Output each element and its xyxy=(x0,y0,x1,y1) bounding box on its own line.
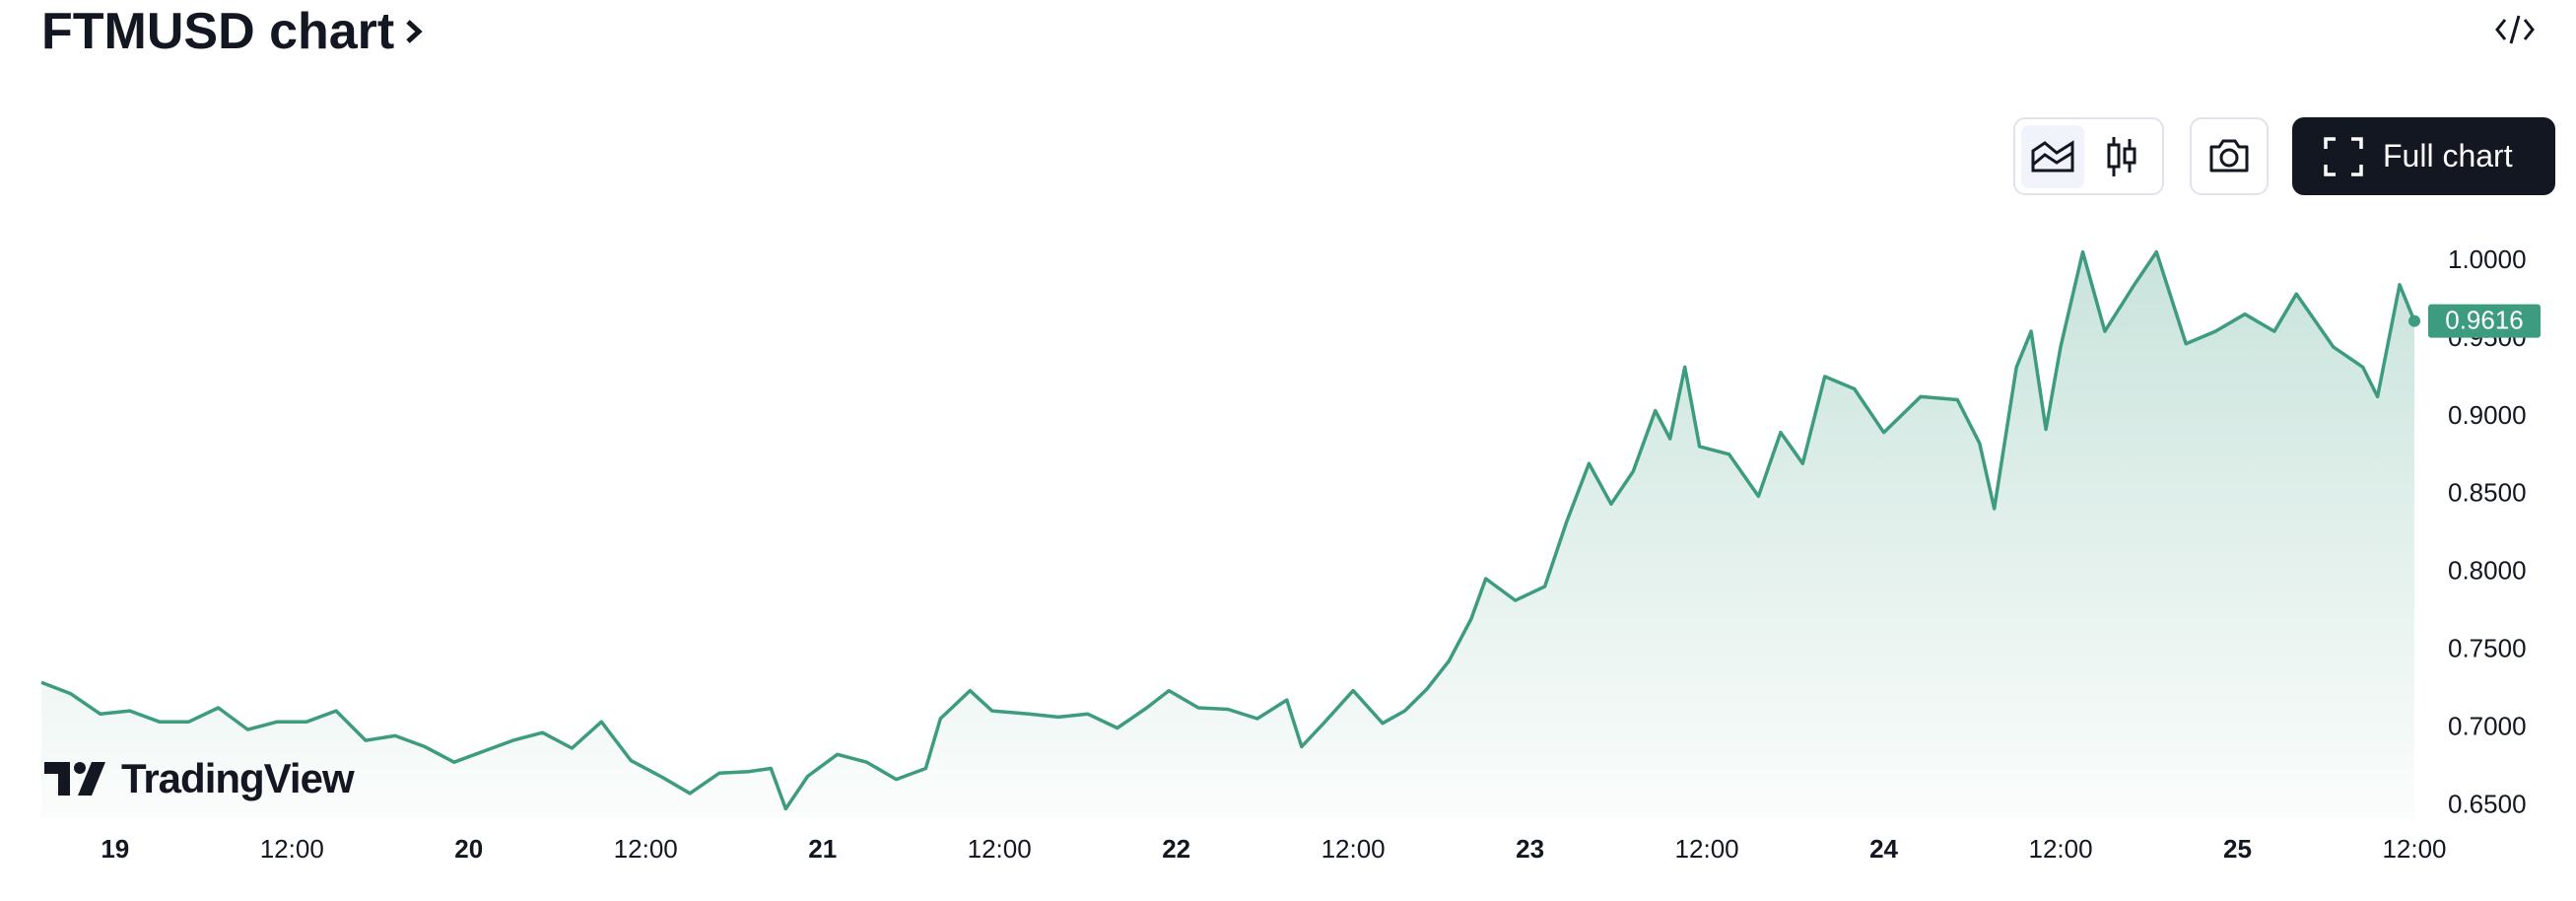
last-price-badge xyxy=(2428,304,2541,338)
snapshot-button[interactable] xyxy=(2190,117,2269,195)
x-tick-label: 12:00 xyxy=(968,834,1032,864)
price-line xyxy=(40,249,2416,811)
branding: TradingView xyxy=(44,755,355,802)
x-tick-label: 12:00 xyxy=(614,834,678,864)
x-tick-label: 21 xyxy=(808,834,837,864)
x-tick-label: 25 xyxy=(2223,834,2252,864)
y-tick-label: 1.0000 xyxy=(2448,244,2527,274)
chevron-icon xyxy=(406,20,423,43)
camera-icon xyxy=(2209,139,2249,173)
last-point xyxy=(2408,314,2420,327)
candle-style-button[interactable] xyxy=(2090,125,2153,188)
embed-icon[interactable] xyxy=(2493,8,2537,51)
title-text: FTMUSD chart xyxy=(41,3,395,60)
x-tick-label: 12:00 xyxy=(2382,834,2446,864)
x-tick-label: 24 xyxy=(1869,834,1898,864)
x-tick-label: 19 xyxy=(101,834,129,864)
area-icon xyxy=(2031,140,2074,173)
chart-style-group xyxy=(2013,117,2164,195)
y-tick-label: 0.7500 xyxy=(2448,633,2527,662)
area-fill xyxy=(41,251,2414,819)
candle-icon xyxy=(2107,137,2136,176)
y-tick-label: 0.6500 xyxy=(2448,789,2527,818)
branding-text: TradingView xyxy=(121,755,355,801)
x-tick-label: 23 xyxy=(1516,834,1544,864)
y-tick-label: 0.7000 xyxy=(2448,711,2527,740)
area-style-button[interactable] xyxy=(2021,125,2084,188)
x-tick-label: 22 xyxy=(1162,834,1190,864)
y-tick-label: 0.8000 xyxy=(2448,556,2527,586)
y-tick-label: 0.8500 xyxy=(2448,478,2527,508)
x-tick-label: 12:00 xyxy=(2029,834,2093,864)
tradingview-logo xyxy=(44,762,105,796)
full-chart-button[interactable]: Full chart xyxy=(2292,117,2555,195)
x-tick-label: 12:00 xyxy=(1322,834,1386,864)
x-tick-label: 12:00 xyxy=(1675,834,1739,864)
last-price-label: 0.9616 xyxy=(2445,306,2524,335)
y-tick-label: 0.9500 xyxy=(2448,322,2527,352)
y-tick-label: 0.9000 xyxy=(2448,400,2527,430)
full-chart-label: Full chart xyxy=(2383,138,2513,173)
fullscreen-icon xyxy=(2324,136,2363,176)
title[interactable]: FTMUSD chart xyxy=(41,2,426,61)
x-tick-label: 20 xyxy=(454,834,483,864)
x-tick-label: 12:00 xyxy=(260,834,324,864)
